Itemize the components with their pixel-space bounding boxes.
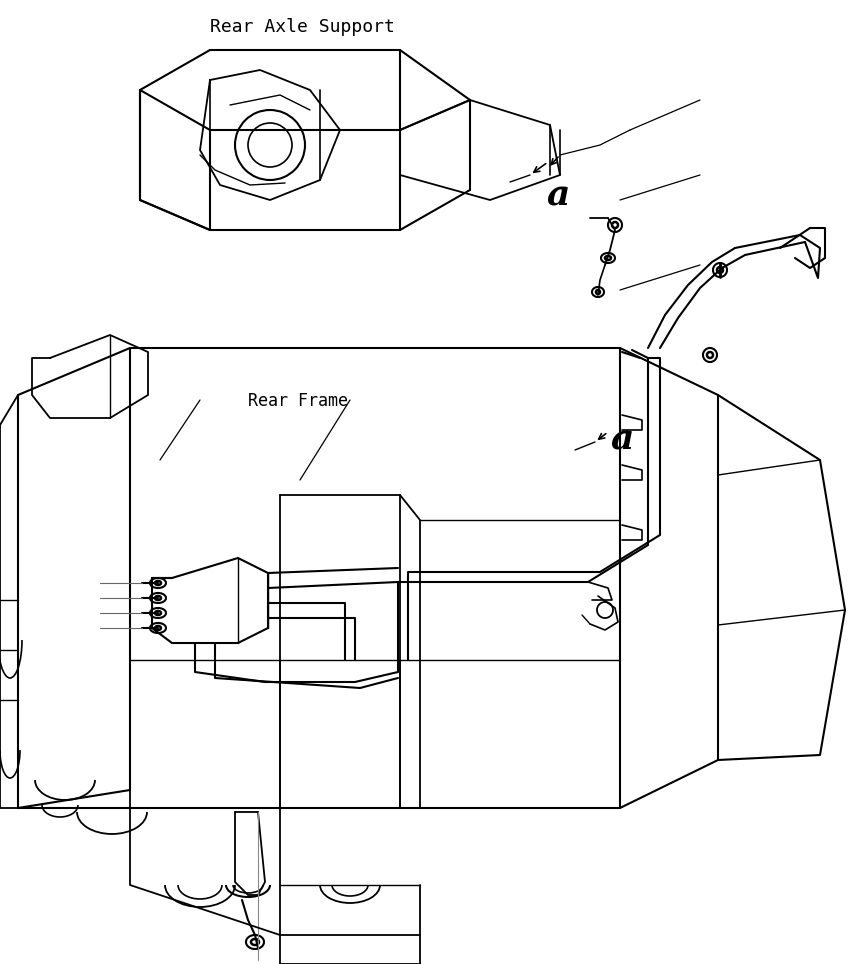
Text: a: a (609, 422, 633, 456)
Text: Rear Frame: Rear Frame (248, 392, 348, 410)
Text: a: a (545, 178, 569, 212)
Text: Rear Axle Support: Rear Axle Support (210, 18, 394, 36)
